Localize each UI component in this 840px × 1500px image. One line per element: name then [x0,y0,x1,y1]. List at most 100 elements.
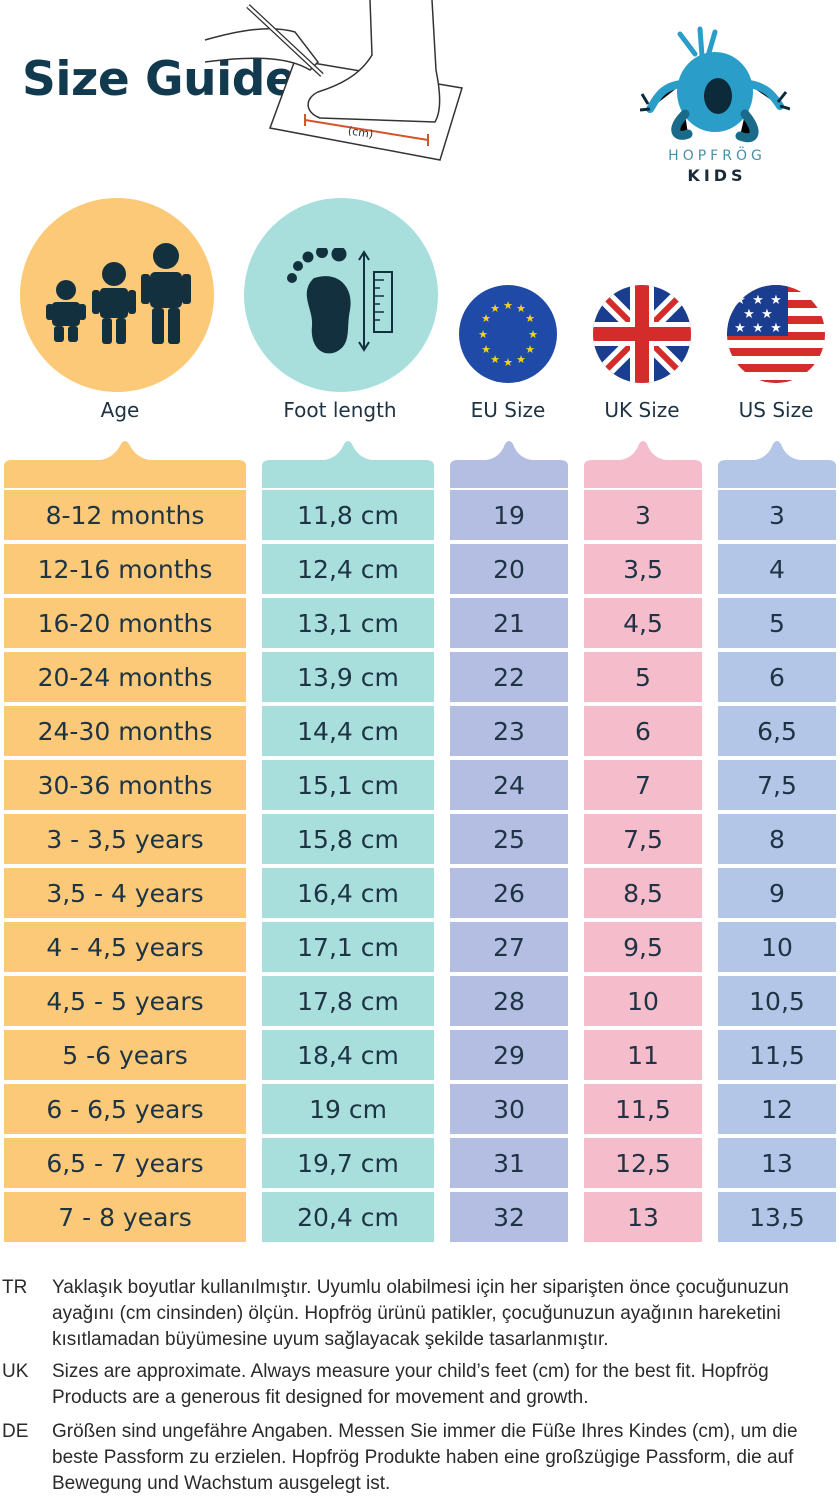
svg-text:★: ★ [503,299,513,312]
us-size-cell: 13,5 [718,1192,836,1242]
svg-text:★: ★ [490,302,500,315]
uk-size-cell: 3,5 [584,544,702,594]
page-title: Size Guide [22,52,297,107]
svg-text:★: ★ [761,307,773,322]
note-de: DE Größen sind ungefähre Angaben. Messen… [0,1419,840,1499]
foot-length-cell: 12,4 cm [262,544,434,594]
svg-text:★: ★ [503,356,513,369]
eu-size-cell: 20 [450,544,568,594]
us-size-cell: 13 [718,1138,836,1188]
svg-text:★: ★ [481,343,491,356]
uk-size-cell: 10 [584,976,702,1026]
uk-size-cell: 8,5 [584,868,702,918]
foot-length-cell: 16,4 cm [262,868,434,918]
age-cell: 16-20 months [4,598,246,648]
brand-subname: KIDS [687,166,747,185]
us-size-cell: 11,5 [718,1030,836,1080]
foot-length-cell: 11,8 cm [262,490,434,540]
column-label-foot-length: Foot length [283,398,397,422]
brand-name: HOPFRÖG [668,148,766,164]
uk-size-cell: 9,5 [584,922,702,972]
eu-size-cell: 27 [450,922,568,972]
uk-size-column: 3 3,5 4,5 5 6 7 7,5 8,5 9,5 10 11 11,5 12,5 13 [584,490,702,1246]
age-cell: 30-36 months [4,760,246,810]
age-cell: 24-30 months [4,706,246,756]
uk-size-cell: 5 [584,652,702,702]
foot-length-column: 11,8 cm 12,4 cm 13,1 cm 13,9 cm 14,4 cm 15,1 … [262,490,434,1246]
age-cell: 4,5 - 5 years [4,976,246,1026]
svg-text:★: ★ [478,328,488,341]
uk-size-cell: 7 [584,760,702,810]
us-size-cell: 10 [718,922,836,972]
us-size-column: 3 4 5 6 6,5 7,5 8 9 10 10,5 11,5 12 13 13,5 [718,490,836,1246]
uk-size-cell: 7,5 [584,814,702,864]
note-text: Yaklaşık boyutlar kullanılmıştır. Uyumlu… [52,1277,789,1350]
foot-length-cell: 20,4 cm [262,1192,434,1242]
us-size-cell: 6 [718,652,836,702]
note-code: DE [2,1421,29,1442]
uk-size-cell: 3 [584,490,702,540]
note-code: UK [2,1361,29,1382]
eu-size-cell: 32 [450,1192,568,1242]
age-cell: 8-12 months [4,490,246,540]
foot-measuring-drawing-icon: (cm) [204,0,463,161]
us-size-cell: 3 [718,490,836,540]
foot-length-cell: 13,1 cm [262,598,434,648]
age-column: 8-12 months 12-16 months 16-20 months 20-24… [4,490,246,1246]
eu-size-cell: 31 [450,1138,568,1188]
svg-text:★: ★ [490,353,500,366]
uk-size-cell: 12,5 [584,1138,702,1188]
svg-text:★: ★ [752,321,764,336]
svg-text:★: ★ [528,328,538,341]
age-cell: 12-16 months [4,544,246,594]
svg-text:★: ★ [770,293,782,308]
footprint-ruler-icon [287,248,393,354]
us-column-cap [718,441,836,488]
age-cell: 20-24 months [4,652,246,702]
eu-size-cell: 29 [450,1030,568,1080]
eu-size-cell: 30 [450,1084,568,1134]
foot-length-cell: 17,1 cm [262,922,434,972]
us-flag-icon: ★ ★ ★ ★ ★ ★ ★ ★ [727,285,825,383]
eu-size-column: 19 20 21 22 23 24 25 26 27 28 29 30 31 32 [450,490,568,1246]
eu-size-cell: 25 [450,814,568,864]
svg-text:★: ★ [752,293,764,308]
children-icon [46,243,191,344]
foot-length-cell: 15,1 cm [262,760,434,810]
us-size-cell: 12 [718,1084,836,1134]
column-label-eu: EU Size [470,398,546,422]
eu-size-cell: 23 [450,706,568,756]
foot-length-cell: 18,4 cm [262,1030,434,1080]
eu-flag-icon: ★ ★★ ★★★ ★★★ ★★★ [459,285,557,383]
us-size-cell: 8 [718,814,836,864]
frog-logo-icon [640,26,790,143]
foot-length-cell: 19,7 cm [262,1138,434,1188]
uk-flag-icon [593,285,691,383]
uk-column-cap [584,441,702,488]
us-size-cell: 7,5 [718,760,836,810]
uk-size-cell: 4,5 [584,598,702,648]
foot-column-cap [262,441,434,488]
age-cell: 4 - 4,5 years [4,922,246,972]
us-size-cell: 5 [718,598,836,648]
column-label-age: Age [100,398,140,422]
us-size-cell: 9 [718,868,836,918]
us-size-cell: 10,5 [718,976,836,1026]
age-cell: 5 -6 years [4,1030,246,1080]
age-cell: 6,5 - 7 years [4,1138,246,1188]
svg-text:★: ★ [525,343,535,356]
us-size-cell: 6,5 [718,706,836,756]
age-column-cap [4,441,246,488]
uk-size-cell: 13 [584,1192,702,1242]
drawing-cm-label: (cm) [347,124,374,141]
uk-size-cell: 11 [584,1030,702,1080]
age-cell: 3,5 - 4 years [4,868,246,918]
note-tr: TR Yaklaşık boyutlar kullanılmıştır. Uyu… [0,1275,840,1355]
svg-text:★: ★ [734,293,746,308]
uk-size-cell: 6 [584,706,702,756]
age-cell: 7 - 8 years [4,1192,246,1242]
eu-size-cell: 24 [450,760,568,810]
note-uk: UK Sizes are approximate. Always measure… [0,1359,840,1413]
svg-text:★: ★ [516,302,526,315]
eu-column-cap [450,441,568,488]
